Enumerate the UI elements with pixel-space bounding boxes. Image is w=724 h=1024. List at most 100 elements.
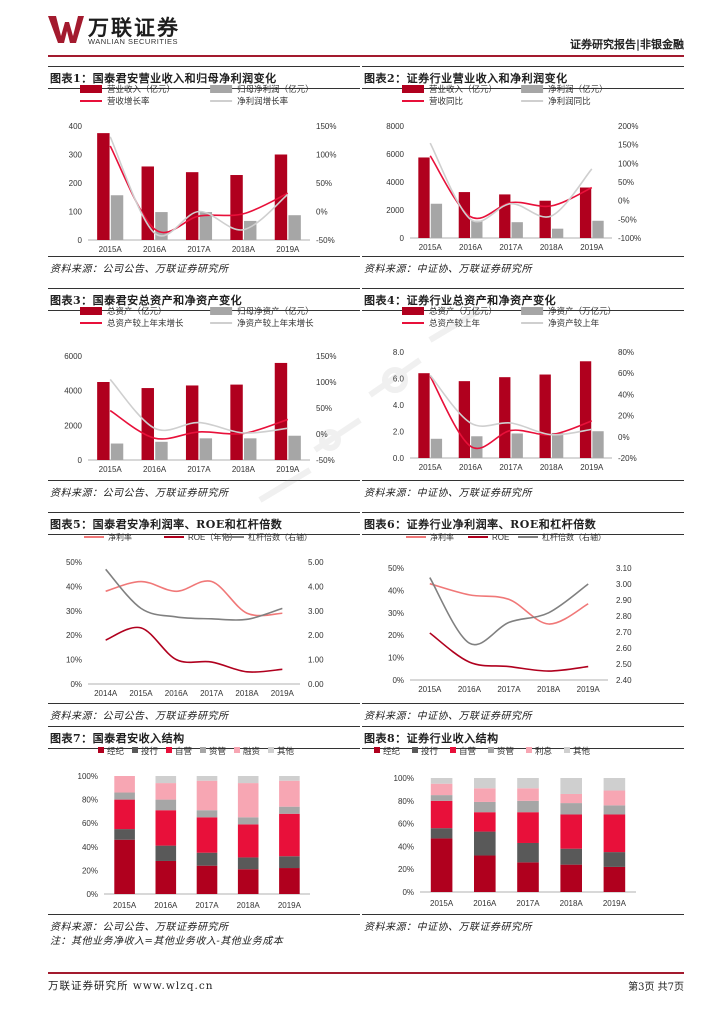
y2-tick-label: 2.40 <box>616 676 632 685</box>
figure-source: 资料来源：公司公告、万联证券研究所 <box>50 922 229 933</box>
figure-source: 资料来源：中证协、万联证券研究所 <box>364 488 532 499</box>
x-tick-label: 2016A <box>473 899 497 908</box>
stacked-bar-segment <box>603 852 626 867</box>
logo-chinese-name: 万联证券 <box>88 16 180 40</box>
legend-label: 投行 <box>141 746 159 756</box>
y-tick-label: 10% <box>66 656 82 665</box>
x-tick-label: 2015A <box>99 245 123 254</box>
bar <box>551 432 564 458</box>
legend-label: 营收同比 <box>429 96 463 106</box>
y2-tick-label: 150% <box>618 141 638 150</box>
y2-tick-label: 3.00 <box>308 607 324 616</box>
series-line <box>109 378 288 434</box>
y-tick-label: 400 <box>69 122 83 131</box>
bar <box>499 194 511 238</box>
stacked-bar-segment <box>196 817 218 853</box>
x-tick-label: 2019A <box>580 463 604 472</box>
legend-swatch <box>268 747 274 753</box>
legend-label: 杠杆倍数（右轴） <box>248 532 312 542</box>
y-tick-label: 60% <box>398 820 414 829</box>
legend-label: 净资产较上年 <box>548 318 600 328</box>
y-tick-label: 4000 <box>64 387 82 396</box>
y-tick-label: 0 <box>78 236 83 245</box>
y-tick-label: 8.0 <box>393 348 405 357</box>
x-tick-label: 2014A <box>94 689 118 698</box>
stacked-bar-segment <box>560 864 582 892</box>
bar <box>471 220 483 238</box>
x-tick-label: 2016A <box>143 465 167 474</box>
y-tick-label: 4.0 <box>393 401 405 410</box>
x-tick-label: 2017A <box>499 243 523 252</box>
bar <box>288 435 301 460</box>
x-tick-label: 2015A <box>419 463 443 472</box>
legend-label: ROE（年化） <box>188 532 237 542</box>
figure-note: 注：其他业务净收入=其他业务收入-其他业务成本 <box>50 936 284 947</box>
y-tick-label: 2000 <box>64 421 82 430</box>
bar <box>458 381 471 458</box>
stacked-bar-segment <box>279 776 300 781</box>
bar <box>430 438 443 458</box>
legend-swatch <box>526 747 532 753</box>
legend-swatch <box>80 307 102 315</box>
figure-source-rule <box>362 703 684 704</box>
stacked-bar-segment <box>517 788 539 801</box>
y-tick-label: 40% <box>82 843 98 852</box>
y-tick-label: 20% <box>82 866 98 875</box>
stacked-bar-segment <box>155 845 177 861</box>
stacked-bar-segment <box>155 810 177 846</box>
figure-title-rule <box>362 748 684 749</box>
figure-source-rule <box>48 914 360 915</box>
y2-tick-label: -50% <box>618 215 637 224</box>
legend-swatch <box>402 85 424 93</box>
bar <box>458 192 471 238</box>
legend-swatch <box>234 747 240 753</box>
stacked-bar-segment <box>155 783 177 800</box>
legend-label: 资管 <box>497 746 514 756</box>
x-tick-label: 2018A <box>232 465 256 474</box>
y2-tick-label: 150% <box>316 352 336 361</box>
legend-swatch <box>374 747 380 753</box>
legend-label: 总资产（亿元） <box>107 306 167 316</box>
y-tick-label: 300 <box>69 151 83 160</box>
series-line <box>429 155 593 220</box>
legend-label: 净利润（亿元） <box>548 84 608 94</box>
y-tick-label: 0% <box>70 680 82 689</box>
figure-title: 图表8：证券行业收入结构 <box>364 732 499 745</box>
figure-source-rule <box>48 703 360 704</box>
bar <box>511 222 523 238</box>
stacked-bar-segment <box>237 817 259 825</box>
stacked-bar-segment <box>517 812 539 843</box>
figure-source: 资料来源：中证协、万联证券研究所 <box>364 711 532 722</box>
y-tick-label: 100 <box>69 208 83 217</box>
series-line <box>429 632 589 672</box>
figure-title: 图表1：国泰君安营业收入和归母净利润变化 <box>50 72 277 85</box>
x-tick-label: 2018A <box>237 901 261 910</box>
stacked-bar-segment <box>474 788 496 802</box>
y2-tick-label: -20% <box>618 454 637 463</box>
y-tick-label: 6000 <box>64 352 82 361</box>
series-line <box>429 582 589 625</box>
legend-swatch <box>80 85 102 93</box>
x-tick-label: 2016A <box>165 689 189 698</box>
figure-source: 资料来源：中证协、万联证券研究所 <box>364 922 532 933</box>
legend-label: 总资产较上年 <box>429 318 481 328</box>
report-category: 证券研究报告|非银金融 <box>569 38 684 51</box>
series-line <box>109 136 289 237</box>
figure-source: 资料来源：公司公告、万联证券研究所 <box>50 711 229 722</box>
y2-tick-label: 2.90 <box>616 596 632 605</box>
x-tick-label: 2017A <box>516 899 540 908</box>
x-tick-label: 2017A <box>187 245 211 254</box>
y-tick-label: 100% <box>394 774 414 783</box>
stacked-bar-segment <box>114 776 135 793</box>
y2-tick-label: 2.00 <box>308 631 324 640</box>
y-tick-label: 30% <box>66 607 82 616</box>
y2-tick-label: 2.80 <box>616 612 632 621</box>
y-tick-label: 60% <box>82 819 98 828</box>
y2-tick-label: 2.60 <box>616 644 632 653</box>
stacked-bar-segment <box>430 828 453 839</box>
bar <box>471 436 483 458</box>
stacked-bar-segment <box>237 869 259 894</box>
stacked-bar-segment <box>155 799 177 811</box>
y2-tick-label: 20% <box>618 412 634 421</box>
stacked-bar-segment <box>237 857 259 870</box>
